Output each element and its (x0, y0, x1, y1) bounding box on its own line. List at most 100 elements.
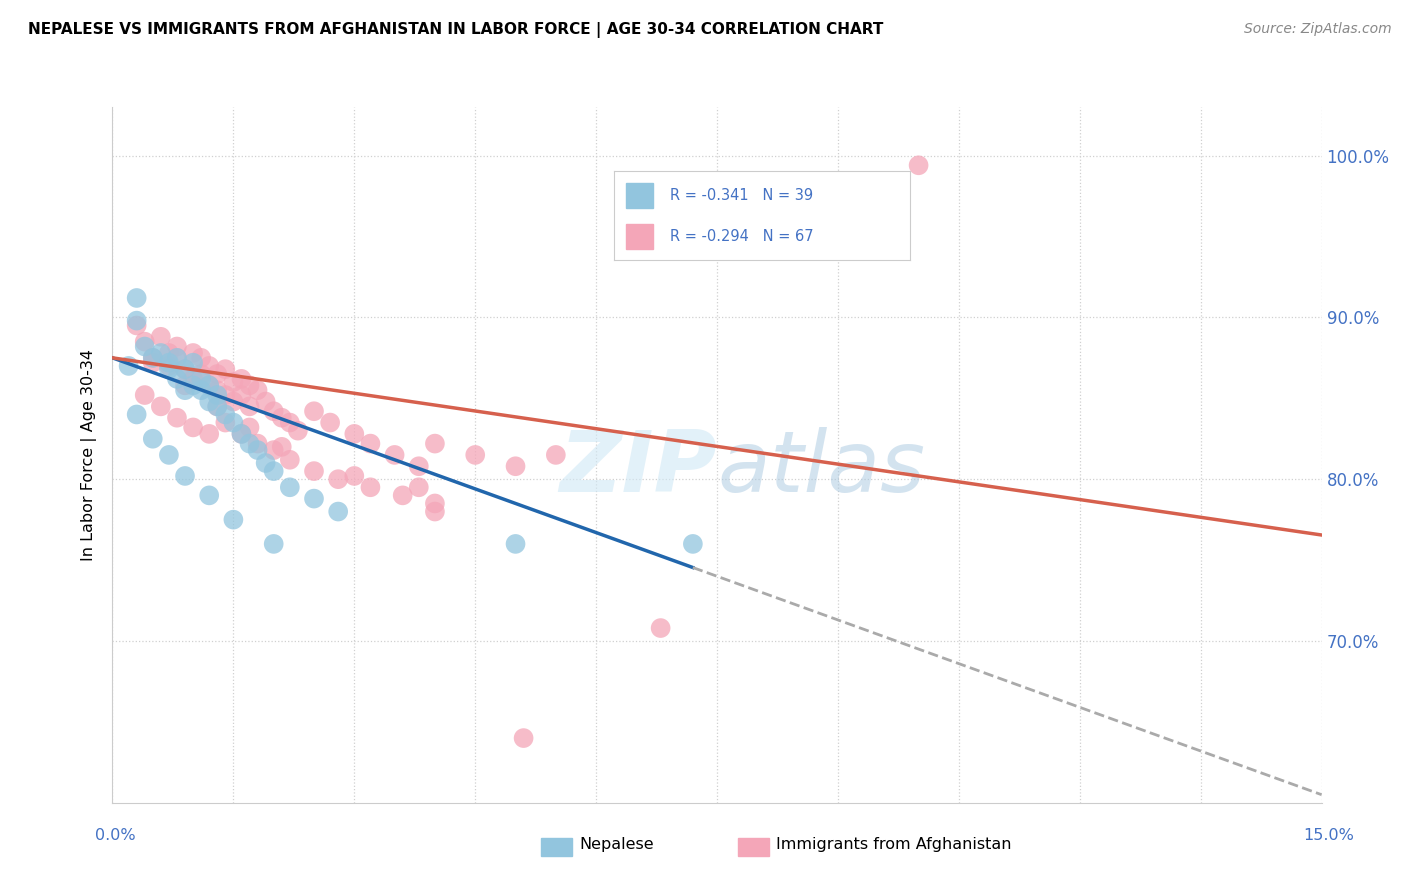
Point (384, 448, 406, 462)
Point (149, 400, 172, 414)
Point (198, 378, 221, 392)
Point (207, 388, 229, 402)
Point (157, 346, 180, 360)
Point (319, 416, 342, 430)
Point (174, 362, 197, 376)
Point (246, 383, 269, 397)
Point (254, 394, 277, 409)
Point (174, 378, 197, 392)
Point (190, 351, 212, 365)
Point (682, 537, 704, 551)
Point (125, 291, 148, 305)
Point (157, 359, 180, 373)
Point (231, 426, 253, 441)
Point (198, 378, 221, 392)
Text: R = -0.341   N = 39: R = -0.341 N = 39 (671, 188, 814, 203)
Point (174, 383, 197, 397)
Point (198, 359, 221, 373)
Text: Immigrants from Afghanistan: Immigrants from Afghanistan (776, 838, 1011, 852)
Point (190, 383, 212, 397)
Point (166, 351, 188, 365)
Point (505, 537, 527, 551)
Point (222, 416, 245, 430)
Point (254, 456, 277, 470)
Point (125, 313, 148, 327)
Point (246, 443, 269, 458)
Point (238, 436, 260, 450)
Point (231, 372, 253, 386)
Point (408, 459, 430, 474)
Point (423, 504, 446, 518)
Point (278, 452, 301, 467)
Point (142, 351, 165, 365)
Y-axis label: In Labor Force | Age 30-34: In Labor Force | Age 30-34 (80, 349, 97, 561)
Point (544, 448, 567, 462)
Point (157, 448, 180, 462)
Point (174, 362, 197, 376)
Point (359, 436, 381, 450)
Point (181, 356, 204, 370)
Bar (626, 225, 652, 250)
Point (238, 420, 260, 434)
Point (238, 378, 260, 392)
Point (287, 424, 309, 438)
Point (214, 362, 236, 376)
Point (328, 472, 350, 486)
Point (408, 480, 430, 494)
Point (166, 351, 188, 365)
Point (246, 436, 269, 450)
Point (157, 362, 180, 376)
Point (391, 488, 413, 502)
Point (207, 400, 229, 414)
Point (222, 513, 245, 527)
Point (157, 356, 180, 370)
Point (207, 367, 229, 381)
Point (181, 372, 204, 386)
Point (423, 436, 446, 450)
Point (278, 416, 301, 430)
Point (198, 394, 221, 409)
Point (190, 372, 212, 386)
Point (263, 464, 285, 478)
Point (512, 731, 534, 745)
Point (278, 480, 301, 494)
Text: ZIP: ZIP (560, 427, 717, 510)
Point (181, 420, 204, 434)
Text: 0.0%: 0.0% (96, 828, 135, 843)
Point (166, 339, 188, 353)
Point (181, 346, 204, 360)
Point (650, 621, 672, 635)
Point (359, 480, 381, 494)
Point (117, 359, 139, 373)
Text: 15.0%: 15.0% (1303, 828, 1354, 843)
Point (134, 388, 156, 402)
Point (423, 496, 446, 510)
Point (328, 504, 350, 518)
Point (214, 416, 236, 430)
Point (464, 448, 486, 462)
Point (270, 440, 292, 454)
Point (302, 464, 325, 478)
Point (263, 404, 285, 418)
Point (198, 488, 221, 502)
Point (343, 426, 366, 441)
Point (302, 404, 325, 418)
Point (270, 410, 292, 425)
Point (343, 469, 366, 483)
Point (214, 408, 236, 422)
Text: R = -0.294   N = 67: R = -0.294 N = 67 (671, 229, 814, 244)
Point (222, 375, 245, 389)
Point (149, 346, 172, 360)
Point (134, 339, 156, 353)
Point (125, 408, 148, 422)
Point (181, 378, 204, 392)
Point (238, 400, 260, 414)
Text: Source: ZipAtlas.com: Source: ZipAtlas.com (1244, 22, 1392, 37)
Point (142, 351, 165, 365)
Point (174, 469, 197, 483)
Point (302, 491, 325, 506)
Point (263, 443, 285, 458)
Point (222, 394, 245, 409)
Text: Nepalese: Nepalese (579, 838, 654, 852)
Point (505, 459, 527, 474)
